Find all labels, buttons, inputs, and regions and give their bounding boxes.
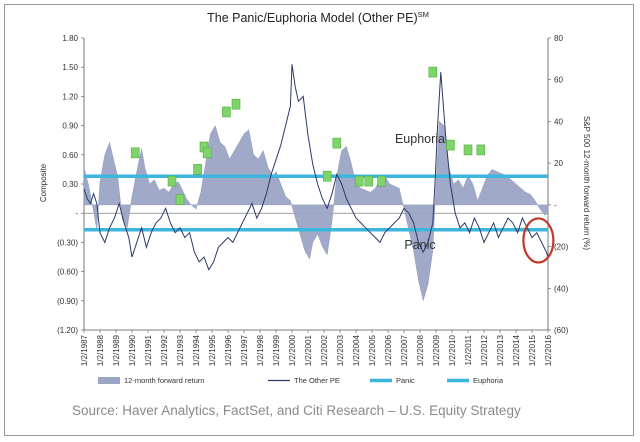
x-tick-label: 1/2/2013: [496, 334, 505, 366]
x-tick-label: 1/2/1991: [144, 334, 153, 366]
x-tick-label: 1/2/1988: [96, 334, 105, 366]
x-axis-ticks: 1/2/1987 1/2/1988 1/2/1989 1/2/1990 1/2/1991…: [80, 330, 553, 366]
signal-marker: [476, 144, 486, 156]
signal-marker: [446, 139, 455, 151]
plot-area: Euphoria Panic: [83, 38, 555, 331]
x-tick-label: 1/2/2000: [288, 334, 297, 366]
series-line-other-pe: [83, 64, 549, 271]
x-tick-label: 1/2/1990: [128, 334, 137, 366]
y-axis-left-label: Composite: [39, 163, 48, 202]
signal-marker: [354, 175, 364, 187]
signal-marker: [175, 194, 185, 205]
y-left-tick-label: 1.50: [62, 63, 78, 72]
y-right-tick-label: -: [554, 201, 557, 210]
signal-marker: [202, 147, 212, 159]
x-tick-label: 1/2/2015: [528, 334, 537, 366]
y-axis-right-label: S&P 500 12-month forward return (%): [582, 116, 591, 250]
annotation-panic: Panic: [404, 238, 435, 252]
signal-marker: [463, 144, 473, 156]
y-left-tick-label: 1.80: [62, 34, 78, 43]
series-area-forward-return: [83, 120, 549, 302]
signal-marker: [231, 98, 241, 110]
x-tick-label: 1/2/2007: [400, 334, 409, 366]
signal-marker: [377, 175, 386, 187]
y-right-tick-label: (40): [554, 284, 569, 293]
y-left-tick-label: 0.60: [62, 151, 78, 160]
x-tick-label: 1/2/1996: [224, 334, 233, 366]
legend-label: Panic: [396, 376, 415, 385]
y-left-tick-label: 1.20: [62, 92, 78, 101]
x-tick-label: 1/2/1998: [256, 334, 265, 366]
x-tick-label: 1/2/2003: [336, 334, 345, 366]
chart-title: The Panic/Euphoria Model (Other PE)SM: [207, 10, 429, 25]
y-right-tick-label: 60: [554, 76, 563, 85]
x-tick-label: 1/2/2008: [416, 334, 425, 366]
x-tick-label: 1/2/1999: [272, 334, 281, 366]
x-tick-label: 1/2/1995: [208, 334, 217, 366]
signal-marker: [222, 106, 231, 118]
x-tick-label: 1/2/2004: [352, 334, 361, 366]
x-tick-label: 1/2/2002: [320, 334, 329, 366]
y-left-tick-label: -: [75, 209, 78, 218]
y-right-tick-label: (60): [554, 326, 569, 335]
signal-marker: [428, 66, 438, 78]
x-tick-label: 1/2/1989: [112, 334, 121, 366]
x-tick-label: 1/2/2001: [304, 334, 313, 366]
y-axis-left-ticks: 1.80 1.50 1.20 0.90 0.60 0.30 - (0.30) (0.60) (0.…: [57, 34, 84, 335]
highlight-circle: [522, 217, 555, 264]
y-left-tick-label: 0.90: [62, 122, 78, 131]
source-note: Source: Haver Analytics, FactSet, and Ci…: [72, 403, 521, 418]
legend: 12-month forward return The Other PE Panic…: [98, 376, 504, 385]
signal-marker: [364, 175, 374, 187]
signal-marker: [332, 137, 342, 149]
legend-swatch-area: [98, 377, 120, 384]
signal-marker: [193, 164, 202, 175]
y-left-tick-label: (0.60): [57, 268, 78, 277]
x-tick-label: 1/2/1987: [80, 334, 89, 366]
x-tick-label: 1/2/2011: [464, 334, 473, 365]
x-tick-label: 1/2/1997: [240, 334, 249, 366]
legend-label: 12-month forward return: [124, 376, 204, 385]
x-tick-label: 1/2/1992: [160, 334, 169, 366]
y-left-tick-label: 0.30: [62, 180, 78, 189]
x-tick-label: 1/2/2012: [480, 334, 489, 366]
x-tick-label: 1/2/1994: [192, 334, 201, 366]
legend-label: The Other PE: [294, 376, 340, 385]
x-tick-label: 1/2/2006: [384, 334, 393, 366]
x-tick-label: 1/2/2016: [544, 334, 553, 366]
annotation-euphoria: Euphoria: [395, 132, 445, 146]
signal-marker: [167, 175, 177, 187]
y-left-tick-label: (0.90): [57, 297, 78, 306]
y-left-tick-label: (0.30): [57, 238, 78, 247]
y-left-tick-label: (1.20): [57, 326, 78, 335]
x-tick-label: 1/2/2005: [368, 334, 377, 366]
x-tick-label: 1/2/2010: [448, 334, 457, 366]
signal-marker: [130, 147, 140, 159]
x-tick-label: 1/2/1993: [176, 334, 185, 366]
y-right-tick-label: 40: [554, 117, 563, 126]
y-right-tick-label: 20: [554, 159, 563, 168]
chart-frame: [4, 4, 634, 436]
x-tick-label: 1/2/2009: [432, 334, 441, 366]
signal-marker: [322, 170, 332, 182]
x-tick-label: 1/2/2014: [512, 334, 521, 366]
y-right-tick-label: 80: [554, 34, 563, 43]
y-right-tick-label: (20): [554, 243, 569, 252]
y-axis-right-ticks: 80 60 40 20 - (20) (40) (60): [548, 34, 569, 335]
legend-label: Euphoria: [473, 376, 504, 385]
